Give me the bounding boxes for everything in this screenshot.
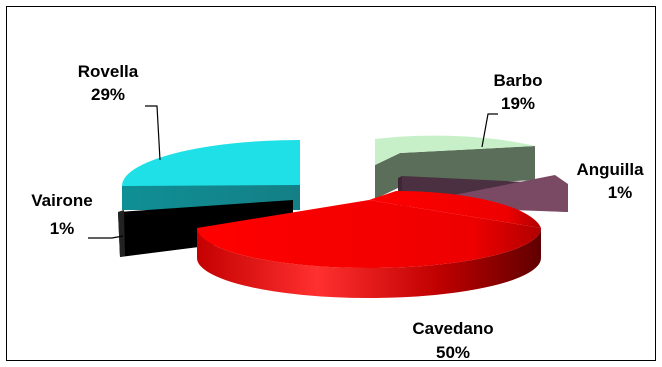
slice-cavedano-top (197, 200, 541, 268)
slice-cavedano (197, 190, 541, 298)
slice-cavedano-side (197, 228, 541, 298)
slice-label-rovella-percent: 29% (91, 85, 125, 104)
leader-line-barbo (481, 113, 498, 148)
slice-label-rovella-name: Rovella (78, 62, 139, 81)
slice-label-anguilla-name: Anguilla (576, 160, 644, 179)
slice-barbo-side (400, 146, 535, 187)
leader-line-rovella (145, 105, 161, 161)
slice-label-barbo-name: Barbo (493, 71, 542, 90)
slice-label-cavedano-name: Cavedano (412, 319, 493, 338)
slice-cavedano-top (369, 190, 541, 228)
slice-label-vairone-percent: 1% (50, 219, 75, 238)
slice-rovella-top (122, 140, 300, 186)
slice-barbo-side (375, 153, 400, 199)
slice-vairone-side (118, 210, 125, 257)
leader-line-vairone (88, 235, 124, 239)
slice-label-cavedano-percent: 50% (436, 343, 470, 362)
slice-label-vairone-name: Vairone (31, 191, 92, 210)
slice-barbo-top (375, 135, 535, 165)
slice-rovella (122, 140, 300, 210)
slice-label-barbo-percent: 19% (501, 94, 535, 113)
slice-label-anguilla-percent: 1% (608, 183, 633, 202)
slice-barbo (375, 135, 535, 199)
